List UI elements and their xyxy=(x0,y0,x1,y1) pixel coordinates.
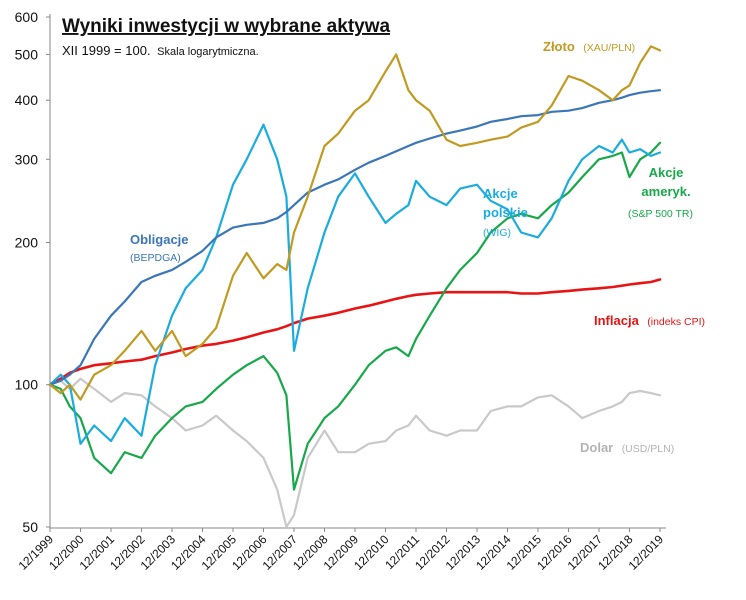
chart-subtitle: XII 1999 = 100. Skala logarytmiczna. xyxy=(62,43,259,58)
series-line-inflacja xyxy=(48,278,662,387)
series-line-dolar xyxy=(48,377,662,529)
label-dolar: Dolar (USD/PLN) xyxy=(580,439,674,456)
label-wig-line2: polskie xyxy=(483,205,528,220)
y-tick-label: 200 xyxy=(15,234,39,250)
y-tick-label: 500 xyxy=(15,46,39,62)
label-dolar-name: Dolar xyxy=(580,440,613,455)
label-zloto-name: Złoto xyxy=(543,39,575,54)
label-inflacja: Inflacja (indeks CPI) xyxy=(594,312,705,329)
label-akcje-amerykanskie: Akcje ameryk. (S&P 500 TR) xyxy=(628,165,693,220)
y-tick-label: 600 xyxy=(15,9,39,25)
x-tick-label: 12/2019 xyxy=(626,532,667,573)
label-inflacja-index: (indeks CPI) xyxy=(647,316,705,328)
label-inflacja-name: Inflacja xyxy=(594,313,640,328)
y-tick-label: 100 xyxy=(15,377,39,393)
label-sp500-index: (S&P 500 TR) xyxy=(628,208,693,220)
label-inflacja-text: Inflacja (indeks CPI) xyxy=(594,312,705,329)
label-zloto-text: Złoto (XAU/PLN) xyxy=(543,38,635,55)
label-zloto: Złoto (XAU/PLN) xyxy=(543,38,635,55)
subtitle-note: Skala logarytmiczna. xyxy=(157,46,259,58)
label-wig-index: (WIG) xyxy=(483,227,511,239)
series-line-akcje-amerykanskie xyxy=(48,141,662,491)
y-tick-label: 300 xyxy=(15,151,39,167)
label-dolar-text: Dolar (USD/PLN) xyxy=(580,439,674,456)
label-zloto-index: (XAU/PLN) xyxy=(583,42,635,54)
series-lines xyxy=(48,45,662,529)
series-line-obligacje xyxy=(48,89,662,386)
subtitle-main: XII 1999 = 100. xyxy=(62,43,151,58)
chart-title: Wyniki inwestycji w wybrane aktywa xyxy=(62,16,390,37)
label-sp500-line2: ameryk. xyxy=(641,184,690,199)
label-wig-line1: Akcje xyxy=(483,186,518,201)
label-sp500-line1: Akcje xyxy=(649,165,684,180)
series-line-akcje-polskie xyxy=(48,123,662,445)
y-tick-label: 50 xyxy=(22,519,38,535)
label-obligacje: Obligacje (BEPDGA) xyxy=(130,232,189,264)
label-akcje-polskie: Akcje polskie (WIG) xyxy=(483,186,528,239)
label-obligacje-index: (BEPDGA) xyxy=(130,252,181,264)
series-line-zloto xyxy=(48,45,662,401)
x-axis-ticks: 12/199912/200012/200112/200212/200312/20… xyxy=(16,528,667,573)
label-dolar-index: (USD/PLN) xyxy=(622,443,675,455)
label-obligacje-name: Obligacje xyxy=(130,232,189,247)
y-tick-label: 400 xyxy=(15,92,39,108)
y-axis-ticks: 50 100 200 300 400 500 600 xyxy=(15,9,50,535)
